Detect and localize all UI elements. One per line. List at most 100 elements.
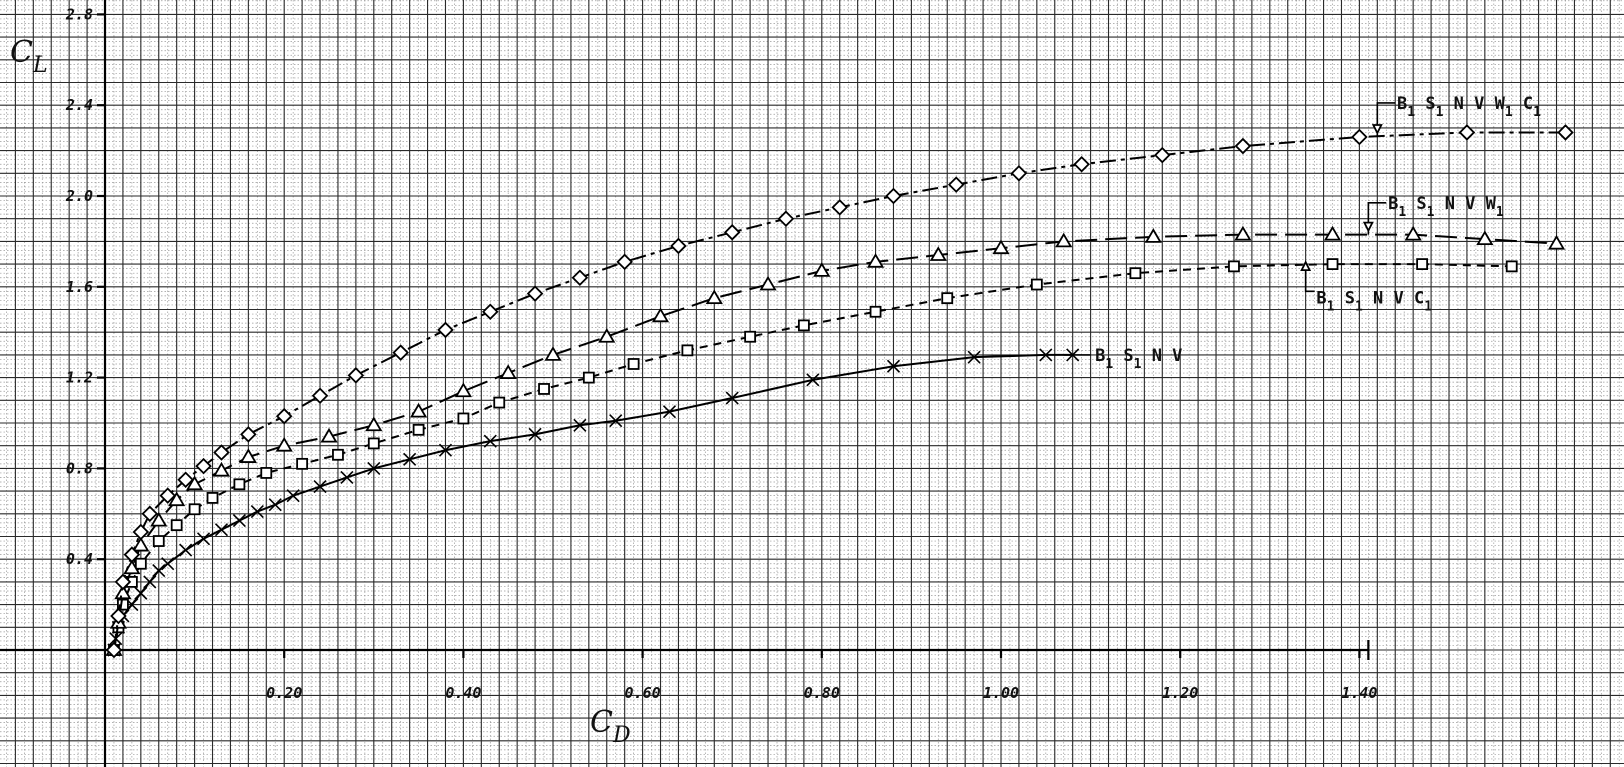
data-point-square xyxy=(538,383,550,395)
data-point-triangle xyxy=(275,436,293,452)
data-point-triangle xyxy=(320,427,338,443)
data-point-x xyxy=(250,504,264,519)
data-point-triangle xyxy=(1144,228,1162,243)
data-point-triangle xyxy=(132,536,150,552)
data-point-triangle xyxy=(813,262,831,277)
data-point-square xyxy=(1416,258,1429,271)
data-point-diamond xyxy=(670,237,687,255)
data-point-diamond xyxy=(526,285,544,302)
data-point-square xyxy=(493,396,506,409)
data-point-square xyxy=(941,292,954,305)
data-point-diamond xyxy=(831,199,848,216)
data-point-square xyxy=(134,557,147,570)
series-x xyxy=(107,348,1080,657)
data-point-triangle xyxy=(212,461,231,477)
y-tick-label: 2.8 xyxy=(65,5,93,23)
data-point-diamond xyxy=(275,407,293,425)
data-point-square xyxy=(797,319,810,332)
data-point-diamond xyxy=(123,546,141,563)
y-tick-label: 1.2 xyxy=(66,369,93,387)
data-point-triangle xyxy=(365,416,383,432)
data-point-x xyxy=(313,479,327,494)
data-point-square xyxy=(412,423,425,436)
series-square xyxy=(108,258,1518,656)
data-point-diamond xyxy=(240,426,257,443)
data-point-diamond xyxy=(114,573,132,591)
leader-line-c1 xyxy=(1304,264,1315,293)
data-point-diamond xyxy=(777,210,795,227)
data-point-diamond xyxy=(105,641,123,659)
data-point-triangle xyxy=(929,246,947,261)
data-point-x xyxy=(528,427,542,441)
data-point-diamond xyxy=(1557,124,1574,141)
arrowhead-w1 xyxy=(1362,221,1374,233)
data-point-x xyxy=(196,532,211,546)
data-point-diamond xyxy=(177,471,194,489)
series-annotations: B1 S1 N V B1 S1 N V C1 B1 S1 N V W1 B1 S1 N… xyxy=(1063,94,1541,372)
data-point-diamond xyxy=(723,224,741,241)
data-point-x xyxy=(367,461,381,475)
data-point-x xyxy=(286,489,300,503)
data-point-triangle xyxy=(410,402,428,418)
data-point-square xyxy=(582,371,595,384)
data-point-diamond xyxy=(437,321,454,339)
data-point-diamond xyxy=(1234,137,1252,155)
y-axis-label: CL xyxy=(10,35,48,78)
data-point-diamond xyxy=(947,176,965,193)
data-point-diamond xyxy=(347,367,365,384)
data-point-square xyxy=(233,478,246,491)
data-point-square xyxy=(627,358,640,370)
data-point-diamond xyxy=(1010,165,1028,182)
series-layer xyxy=(105,124,1574,659)
data-point-x xyxy=(483,434,497,448)
label-series-w1c1: B1 S1 N V W1 C1 xyxy=(1397,94,1541,120)
data-point-square xyxy=(1326,258,1339,271)
data-point-diamond xyxy=(1351,128,1368,146)
data-point-triangle xyxy=(866,253,885,268)
data-point-triangle xyxy=(759,275,777,291)
data-point-diamond xyxy=(132,523,150,541)
data-point-square xyxy=(681,344,694,357)
data-point-square xyxy=(1505,260,1518,273)
data-point-x xyxy=(886,359,901,373)
data-point-triangle xyxy=(114,584,132,600)
series-diamond xyxy=(105,124,1574,659)
y-tick-labels: 0.4 0.8 1.2 1.6 2.0 2.4 2.8 xyxy=(65,5,105,568)
data-point-square xyxy=(1228,260,1240,273)
x-tick-label: 1.20 xyxy=(1162,684,1198,702)
data-point-x xyxy=(214,523,229,537)
arrowhead-w1c1 xyxy=(1371,124,1383,135)
data-point-x xyxy=(143,575,157,589)
data-point-x xyxy=(806,373,820,387)
data-point-x xyxy=(438,443,453,457)
data-point-square xyxy=(744,330,757,343)
data-point-triangle xyxy=(1404,225,1422,241)
data-point-diamond xyxy=(141,505,159,523)
label-series-c1: B1 S1 N V C1 xyxy=(1316,288,1432,314)
data-point-diamond xyxy=(1458,124,1476,141)
x-tick-label: 0.60 xyxy=(625,684,661,702)
data-point-x xyxy=(403,452,417,466)
data-point-square xyxy=(188,503,201,516)
data-point-square xyxy=(332,448,344,461)
data-point-square xyxy=(1030,278,1043,291)
data-point-triangle xyxy=(168,491,186,507)
data-point-diamond xyxy=(571,269,589,286)
data-point-triangle xyxy=(651,307,670,323)
data-point-triangle xyxy=(705,289,723,305)
data-point-x xyxy=(609,414,623,428)
x-tick-labels: 0.20 0.40 0.60 0.80 1.00 1.20 1.40 xyxy=(266,650,1377,702)
data-point-x xyxy=(268,498,282,512)
data-point-square xyxy=(206,492,219,504)
arrowhead-c1 xyxy=(1300,260,1312,271)
data-point-x xyxy=(134,586,148,600)
data-point-square xyxy=(869,305,882,318)
data-point-diamond xyxy=(482,303,499,321)
data-point-triangle xyxy=(499,364,517,379)
data-point-triangle xyxy=(544,346,562,361)
series-triangle xyxy=(105,225,1566,656)
data-point-diamond xyxy=(213,444,230,461)
